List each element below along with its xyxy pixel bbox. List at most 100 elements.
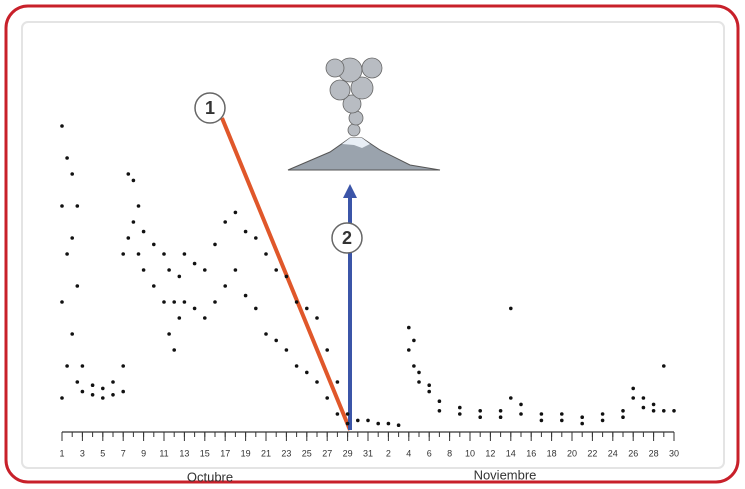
data-point: [580, 415, 584, 420]
annotation-circle: [194, 92, 226, 124]
data-point: [90, 383, 95, 388]
data-point: [366, 418, 370, 423]
arrow-head: [343, 184, 357, 198]
data-point: [478, 409, 483, 413]
x-tick-label: 20: [567, 448, 577, 458]
annotation-label: 1: [205, 98, 215, 118]
data-point: [621, 409, 625, 413]
data-point: [243, 293, 248, 298]
data-point: [519, 402, 523, 407]
data-point: [136, 252, 141, 256]
x-tick-label: 10: [465, 448, 475, 458]
data-point: [60, 124, 64, 128]
x-tick-label: 1: [59, 448, 64, 458]
x-tick-label: 3: [80, 448, 85, 458]
data-point: [254, 306, 258, 311]
data-point: [662, 364, 666, 368]
data-point: [167, 268, 171, 272]
volcano: [287, 57, 441, 171]
x-tick-label: 14: [506, 448, 516, 458]
x-tick-label: 6: [427, 448, 432, 458]
data-point: [305, 306, 309, 311]
data-point: [167, 332, 171, 336]
data-point: [203, 268, 207, 272]
data-point: [427, 383, 432, 388]
data-point: [60, 396, 64, 400]
data-point: [121, 364, 125, 368]
x-tick-label: 12: [485, 448, 495, 458]
data-point: [631, 386, 635, 391]
x-tick-label: 15: [200, 448, 210, 458]
data-point: [427, 389, 432, 394]
data-point: [141, 229, 146, 234]
data-point: [651, 402, 656, 407]
ash-cloud: [350, 76, 374, 100]
data-point: [519, 412, 523, 416]
data-point: [177, 316, 182, 320]
data-point: [182, 300, 187, 304]
data-point: [264, 332, 268, 336]
data-point: [412, 364, 416, 368]
x-tick-label: 19: [241, 448, 251, 458]
data-point: [213, 300, 217, 304]
data-point: [600, 418, 605, 423]
data-point: [90, 393, 95, 397]
data-point: [539, 412, 544, 416]
inner-frame: [21, 21, 725, 469]
data-point: [65, 364, 69, 368]
data-point: [111, 380, 115, 384]
x-tick-label: 9: [141, 448, 146, 458]
data-point: [192, 306, 197, 311]
data-point: [386, 421, 391, 426]
x-tick-label: 22: [587, 448, 597, 458]
data-point: [192, 261, 197, 266]
data-point: [70, 236, 74, 240]
x-tick-label: 30: [669, 448, 679, 458]
data-point: [274, 268, 279, 272]
data-point: [121, 252, 125, 256]
x-tick-label: 31: [363, 448, 373, 458]
data-point: [325, 348, 330, 352]
month-label: Noviembre: [474, 467, 537, 482]
data-point: [274, 338, 279, 343]
x-tick-label: 27: [322, 448, 332, 458]
x-tick-label: 21: [261, 448, 271, 458]
volcano-snow: [342, 138, 370, 148]
annotation-line: [220, 117, 352, 431]
data-point: [437, 409, 442, 413]
data-point: [264, 252, 268, 256]
x-tick-label: 26: [628, 448, 638, 458]
ash-cloud: [347, 123, 361, 137]
data-point: [152, 242, 156, 247]
data-point: [131, 178, 136, 183]
data-point: [539, 418, 544, 423]
data-point: [600, 412, 605, 416]
data-point: [580, 421, 584, 426]
x-tick-label: 23: [281, 448, 291, 458]
data-point: [315, 316, 319, 320]
data-point: [131, 220, 136, 224]
data-point: [177, 274, 182, 279]
x-tick-label: 11: [159, 448, 168, 458]
ash-cloud: [325, 58, 345, 78]
data-point: [672, 409, 676, 413]
data-point: [70, 172, 74, 176]
x-tick-label: 25: [302, 448, 312, 458]
data-point: [60, 204, 64, 208]
data-point: [101, 386, 105, 391]
data-point: [631, 396, 635, 400]
data-point: [152, 284, 156, 288]
data-point: [182, 252, 187, 256]
data-point: [345, 412, 350, 416]
data-point: [162, 300, 166, 304]
annotation-circle: [331, 222, 363, 254]
data-point: [417, 370, 421, 375]
x-tick-label: 7: [121, 448, 126, 458]
frame: [4, 4, 740, 484]
data-point: [335, 412, 340, 416]
ash-cloud: [329, 79, 351, 101]
x-tick-label: 18: [547, 448, 557, 458]
data-point: [315, 380, 319, 384]
data-point: [294, 300, 299, 304]
